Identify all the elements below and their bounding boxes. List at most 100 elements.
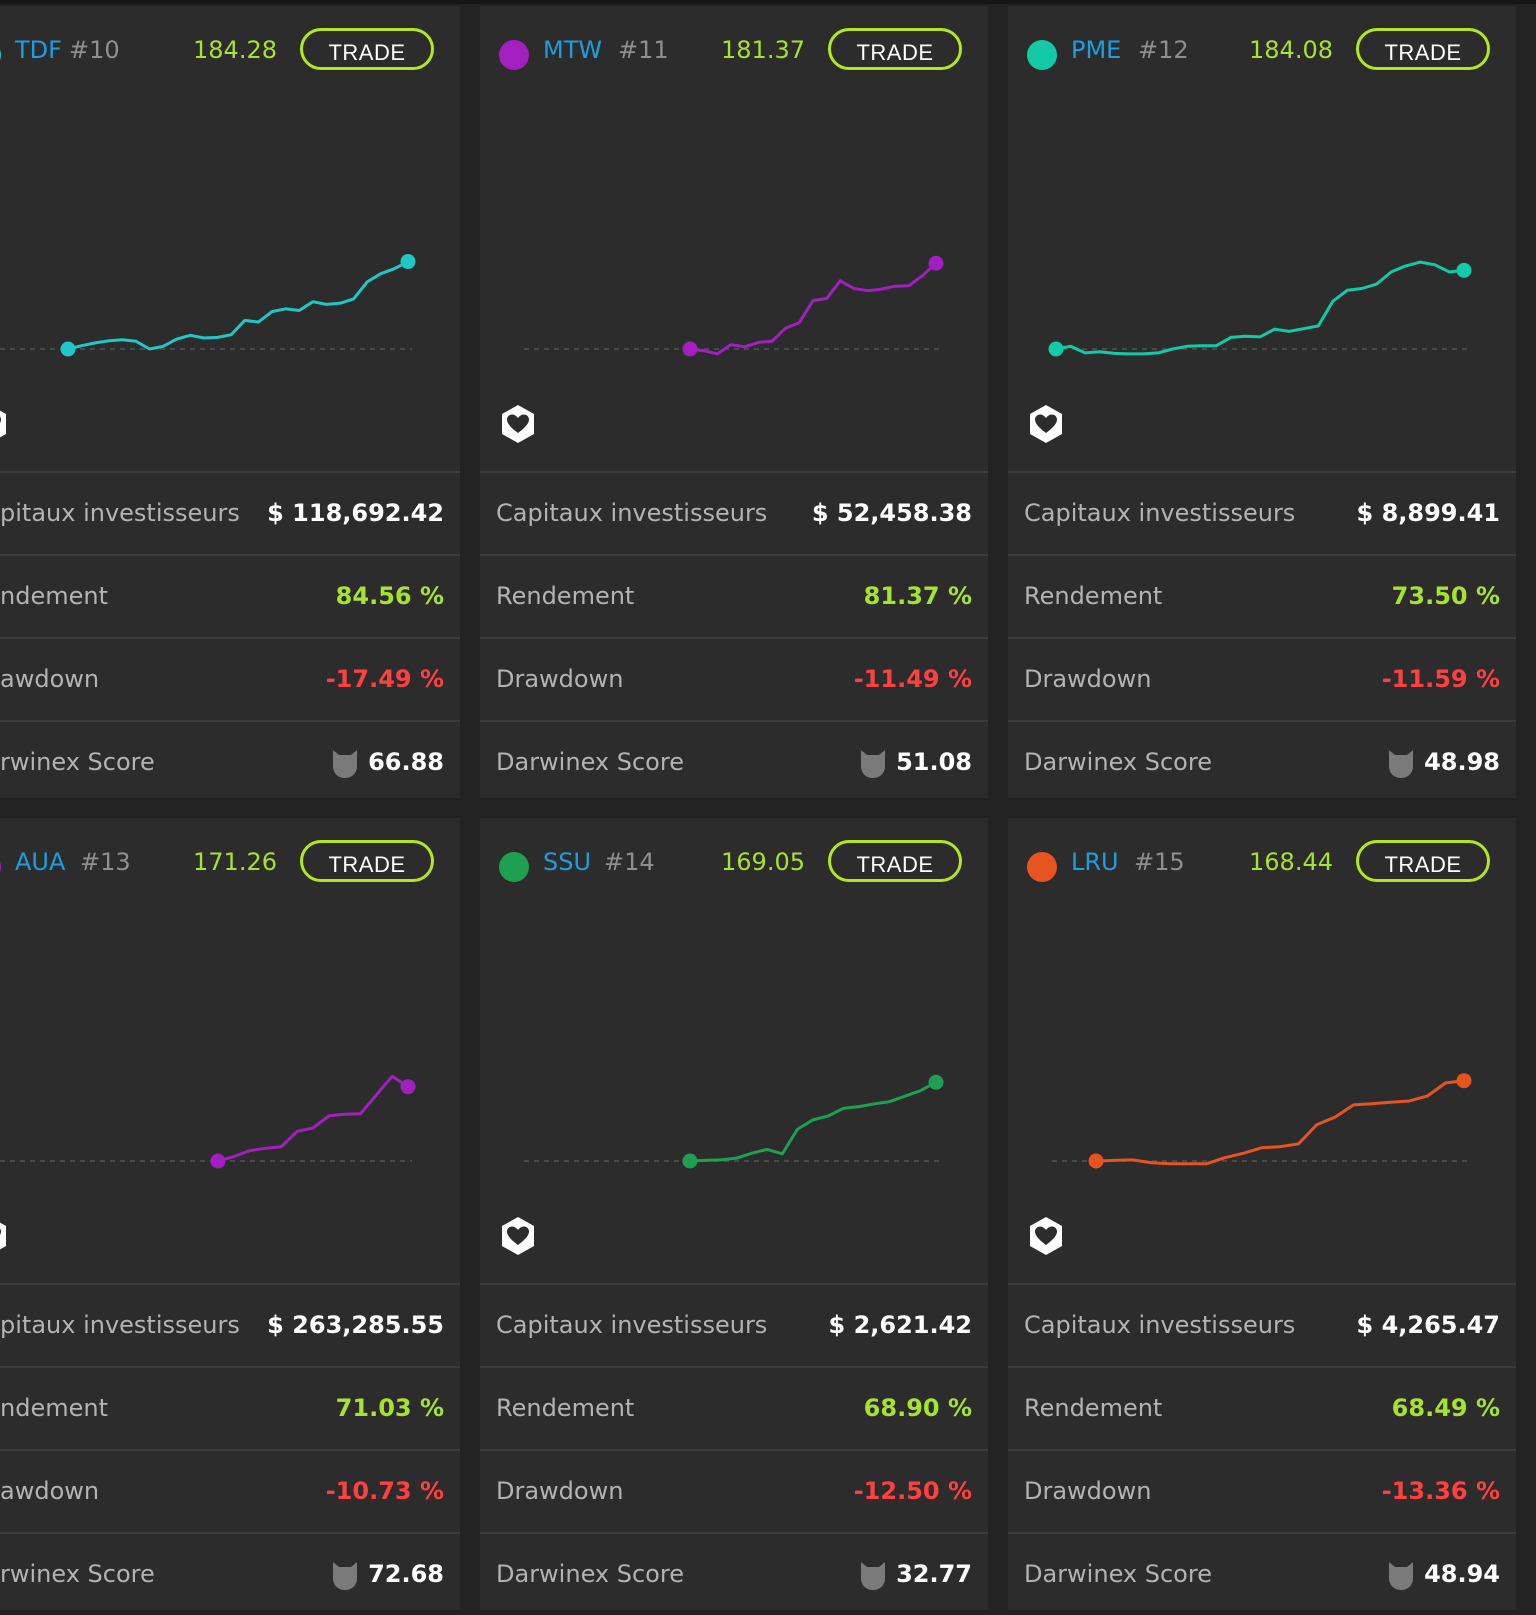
capital-label: Capitaux investisseurs (496, 499, 768, 527)
return-label: Rendement (1024, 582, 1163, 610)
stats-table: Capitaux investisseurs $ 52,458.38 Rende… (480, 471, 988, 803)
score-value: 51.08 (896, 748, 972, 776)
stat-row-drawdown: awdown -17.49 % (0, 637, 460, 720)
darwin-price: 184.28 (193, 36, 277, 64)
return-label: ndement (0, 582, 108, 610)
return-value: 81.37 % (863, 582, 972, 610)
darwin-price: 184.08 (1249, 36, 1333, 64)
heart-favorite-icon[interactable] (500, 404, 536, 444)
drawdown-label: Drawdown (496, 1477, 624, 1505)
capital-value: $ 2,621.42 (828, 1311, 972, 1339)
stat-row-return: Rendement 68.90 % (480, 1366, 988, 1449)
darwin-ticker[interactable]: SSU (543, 848, 592, 876)
stat-row-drawdown: Drawdown -11.49 % (480, 637, 988, 720)
top-divider (0, 0, 1536, 4)
stat-row-score: rwinex Score 66.88 (0, 720, 460, 803)
darwin-price: 181.37 (721, 36, 805, 64)
stat-row-score: Darwinex Score 32.77 (480, 1532, 988, 1615)
capital-label: Capitaux investisseurs (1024, 499, 1296, 527)
darwin-card-mtw[interactable]: MTW #11 181.37 TRADE Capitaux investisse… (480, 6, 988, 798)
stat-row-capital: Capitaux investisseurs $ 8,899.41 (1008, 471, 1516, 554)
darwinex-owl-icon (333, 1562, 357, 1590)
darwin-rank: #10 (69, 36, 120, 64)
darwin-ticker[interactable]: AUA (15, 848, 66, 876)
score-value: 48.98 (1424, 748, 1500, 776)
darwin-price: 171.26 (193, 848, 277, 876)
stat-row-drawdown: Drawdown -11.59 % (1008, 637, 1516, 720)
stat-row-score: Darwinex Score 51.08 (480, 720, 988, 803)
stat-row-score: rwinex Score 72.68 (0, 1532, 460, 1615)
score-label: Darwinex Score (1024, 1560, 1212, 1588)
heart-favorite-icon[interactable] (0, 404, 8, 444)
return-label: Rendement (496, 1394, 635, 1422)
sparkline-start-point (682, 341, 698, 357)
drawdown-value: -12.50 % (853, 1477, 972, 1505)
sparkline-end-point (400, 254, 416, 270)
sparkline-series (1095, 1079, 1465, 1166)
trade-button[interactable]: TRADE (1356, 28, 1490, 70)
heart-favorite-icon[interactable] (500, 1216, 536, 1256)
darwin-rank: #12 (1138, 36, 1189, 64)
trade-button[interactable]: TRADE (1356, 840, 1490, 882)
darwin-ticker[interactable]: TDF (15, 36, 62, 64)
stats-table: pitaux investisseurs $ 263,285.55 ndemen… (0, 1283, 460, 1615)
series-color-dot (1027, 40, 1057, 70)
heart-favorite-icon[interactable] (1028, 1216, 1064, 1256)
return-label: ndement (0, 1394, 108, 1422)
trade-button[interactable]: TRADE (828, 28, 962, 70)
capital-value: $ 52,458.38 (811, 499, 972, 527)
stat-row-return: Rendement 68.49 % (1008, 1366, 1516, 1449)
performance-sparkline (1048, 260, 1472, 357)
capital-label: pitaux investisseurs (0, 1311, 240, 1339)
sparkline-series (67, 260, 409, 351)
sparkline-start-point (210, 1153, 226, 1169)
series-color-dot (499, 852, 529, 882)
sparkline-start-point (1048, 341, 1064, 357)
drawdown-value: -11.59 % (1381, 665, 1500, 693)
return-value: 68.49 % (1391, 1394, 1500, 1422)
sparkline-end-point (928, 1074, 944, 1090)
darwin-card-tdf[interactable]: TDF #10 184.28 TRADE pitaux investisseur… (0, 6, 460, 798)
series-color-dot (0, 852, 1, 882)
darwin-card-ssu[interactable]: SSU #14 169.05 TRADE Capitaux investisse… (480, 818, 988, 1610)
stats-table: Capitaux investisseurs $ 2,621.42 Rendem… (480, 1283, 988, 1615)
stat-row-capital: pitaux investisseurs $ 263,285.55 (0, 1283, 460, 1366)
darwin-ticker[interactable]: MTW (543, 36, 603, 64)
series-color-dot (499, 40, 529, 70)
stat-row-score: Darwinex Score 48.94 (1008, 1532, 1516, 1615)
card-header: TDF #10 184.28 TRADE (0, 6, 460, 96)
heart-favorite-icon[interactable] (0, 1216, 8, 1256)
stat-row-return: ndement 84.56 % (0, 554, 460, 637)
darwin-ticker[interactable]: LRU (1071, 848, 1119, 876)
drawdown-label: Drawdown (1024, 665, 1152, 693)
trade-button[interactable]: TRADE (300, 28, 434, 70)
stat-row-return: Rendement 81.37 % (480, 554, 988, 637)
score-value: 32.77 (896, 1560, 972, 1588)
sparkline-series (689, 1080, 937, 1163)
drawdown-value: -17.49 % (325, 665, 444, 693)
sparkline-series (1055, 260, 1465, 356)
trade-button[interactable]: TRADE (828, 840, 962, 882)
stats-table: pitaux investisseurs $ 118,692.42 ndemen… (0, 471, 460, 803)
stat-row-capital: Capitaux investisseurs $ 2,621.42 (480, 1283, 988, 1366)
score-label: Darwinex Score (496, 1560, 684, 1588)
darwin-card-lru[interactable]: LRU #15 168.44 TRADE Capitaux investisse… (1008, 818, 1516, 1610)
capital-value: $ 4,265.47 (1356, 1311, 1500, 1339)
return-value: 84.56 % (335, 582, 444, 610)
performance-sparkline (524, 1074, 944, 1169)
darwin-ticker[interactable]: PME (1071, 36, 1122, 64)
trade-button[interactable]: TRADE (300, 840, 434, 882)
darwin-card-pme[interactable]: PME #12 184.08 TRADE Capitaux investisse… (1008, 6, 1516, 798)
drawdown-value: -13.36 % (1381, 1477, 1500, 1505)
sparkline-end-point (1456, 1073, 1472, 1089)
darwin-rank: #13 (80, 848, 131, 876)
heart-favorite-icon[interactable] (1028, 404, 1064, 444)
sparkline-start-point (60, 341, 76, 357)
darwin-rank: #11 (618, 36, 669, 64)
stat-row-capital: Capitaux investisseurs $ 4,265.47 (1008, 1283, 1516, 1366)
return-value: 68.90 % (863, 1394, 972, 1422)
darwin-card-aua[interactable]: AUA #13 171.26 TRADE pitaux investisseur… (0, 818, 460, 1610)
card-header: SSU #14 169.05 TRADE (480, 818, 988, 908)
darwinex-owl-icon (333, 750, 357, 778)
drawdown-label: Drawdown (496, 665, 624, 693)
